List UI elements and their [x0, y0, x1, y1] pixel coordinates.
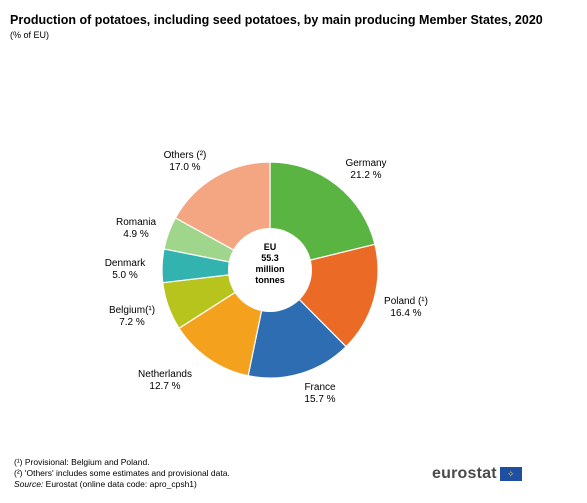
slice-labels-group: Germany 21.2 % Poland (¹) 16.4 % France 15.7 … — [105, 150, 428, 405]
slice-label-germany: Germany 21.2 % — [345, 158, 386, 181]
chart-subtitle: (% of EU) — [10, 30, 50, 40]
slice-label-belgium: Belgium(¹) 7.2 % — [109, 305, 155, 328]
chart-title: Production of potatoes, including seed p… — [10, 13, 543, 27]
footnote-provisional: (¹) Provisional: Belgium and Poland. — [14, 457, 150, 467]
slice-label-denmark: Denmark 5.0 % — [105, 258, 147, 281]
center-label-line: million — [256, 264, 285, 274]
donut-hole — [228, 228, 312, 312]
logo-text: eurostat — [432, 465, 497, 482]
source-text: Eurostat (online data code: apro_cpsh1) — [43, 479, 197, 489]
footnotes: (¹) Provisional: Belgium and Poland. (²)… — [14, 457, 230, 490]
center-label-line: EU — [264, 242, 277, 252]
slice-label-netherlands: Netherlands 12.7 % — [138, 369, 192, 392]
footnote-others: (²) 'Others' includes some estimates and… — [14, 468, 230, 478]
slice-label-poland: Poland (¹) 16.4 % — [384, 296, 428, 319]
slice-label-france: France 15.7 % — [304, 382, 336, 405]
slice-label-romania: Romania 4.9 % — [116, 217, 156, 240]
eurostat-logo: eurostat ✧ — [432, 463, 522, 485]
slice-label-others: Others (²) 17.0 % — [164, 150, 207, 173]
source-prefix: Source: — [14, 479, 44, 489]
eu-flag-icon: ✧ — [499, 467, 522, 481]
center-label-line: tonnes — [255, 275, 285, 285]
center-label-line: 55.3 — [261, 253, 279, 263]
source-line: Source: Eurostat (online data code: apro… — [14, 479, 230, 490]
